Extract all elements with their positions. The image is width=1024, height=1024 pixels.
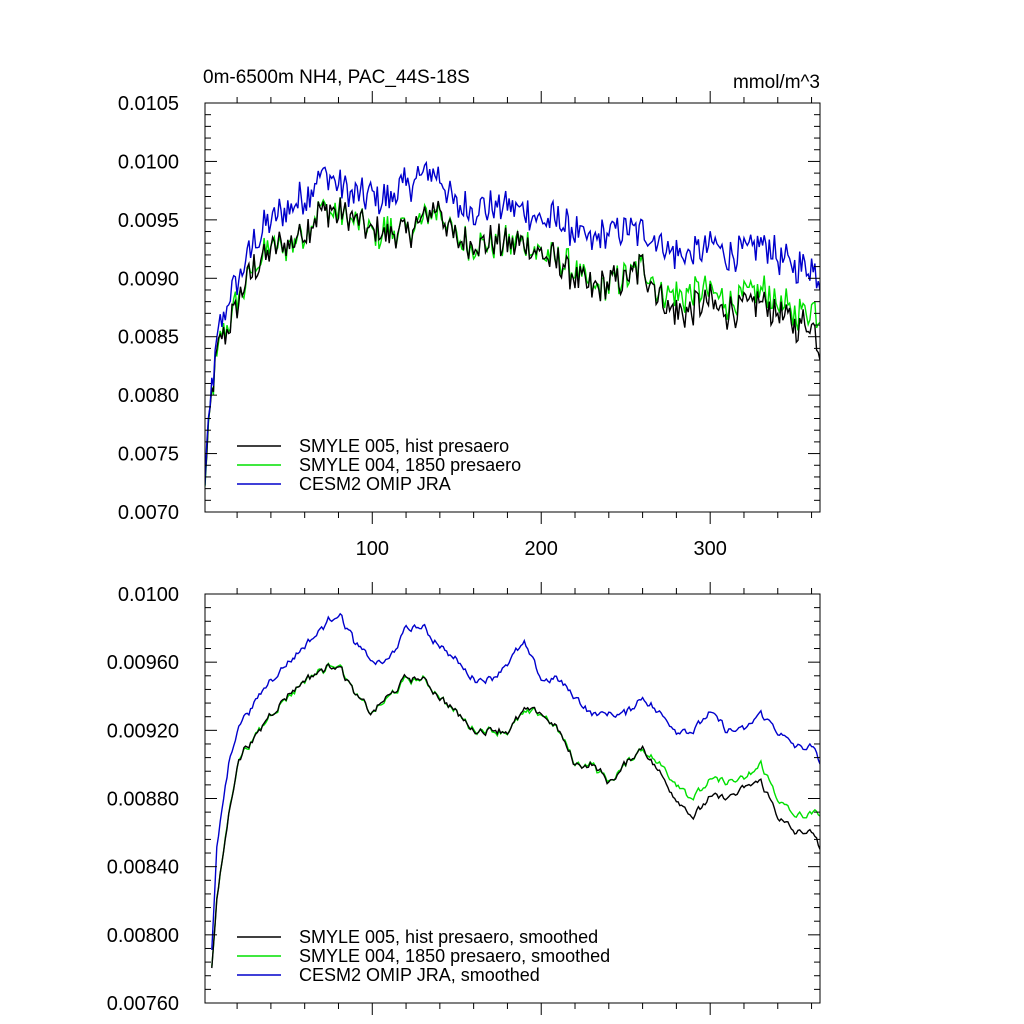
series-line-bottom-1 bbox=[211, 663, 820, 969]
units-label: mmol/m^3 bbox=[733, 72, 820, 93]
y-tick-label: 0.00880 bbox=[107, 789, 179, 811]
y-tick-label: 0.00760 bbox=[107, 993, 179, 1015]
panel-top: 0.0070 0.0075 0.0080 0.0085 0.0090 0.0095 0.01… bbox=[118, 91, 821, 560]
y-tick-label: 0.0075 bbox=[118, 444, 179, 466]
y-tick-label: 0.0105 bbox=[118, 93, 179, 115]
legend-label: SMYLE 005, hist presaero, smoothed bbox=[299, 927, 598, 947]
x-tick-label: 300 bbox=[693, 538, 726, 560]
y-tick-label: 0.0090 bbox=[118, 268, 179, 290]
y-tick-label: 0.00960 bbox=[107, 652, 179, 674]
panel-bottom: 0.00760 0.00800 0.00840 0.00880 0.00920 0.009… bbox=[107, 582, 821, 1015]
y-tick-label: 0.0100 bbox=[118, 584, 179, 606]
plot-title: 0m-6500m NH4, PAC_44S-18S bbox=[203, 67, 470, 88]
series-line-top-3 bbox=[205, 160, 820, 486]
x-tick-label: 100 bbox=[356, 538, 389, 560]
y-tick-label: 0.0085 bbox=[118, 327, 179, 349]
y-tick-label: 0.0070 bbox=[118, 502, 179, 524]
legend-label: CESM2 OMIP JRA, smoothed bbox=[299, 965, 540, 985]
series-line-top-1 bbox=[205, 197, 820, 480]
legend-label: SMYLE 005, hist presaero bbox=[299, 436, 509, 456]
series-line-bottom-2 bbox=[211, 662, 820, 967]
legend-label: SMYLE 004, 1850 presaero bbox=[299, 455, 521, 475]
y-tick-label: 0.0095 bbox=[118, 210, 179, 232]
y-tick-label: 0.00840 bbox=[107, 857, 179, 879]
y-tick-label: 0.0080 bbox=[118, 385, 179, 407]
y-tick-label: 0.00800 bbox=[107, 925, 179, 947]
legend-label: CESM2 OMIP JRA bbox=[299, 474, 451, 494]
legend-label: SMYLE 004, 1850 presaero, smoothed bbox=[299, 946, 610, 966]
series-line-bottom-3 bbox=[211, 612, 820, 950]
x-tick-label: 200 bbox=[525, 538, 558, 560]
y-tick-label: 0.0100 bbox=[118, 151, 179, 173]
y-tick-label: 0.00920 bbox=[107, 720, 179, 742]
plot-frame bbox=[204, 102, 821, 513]
